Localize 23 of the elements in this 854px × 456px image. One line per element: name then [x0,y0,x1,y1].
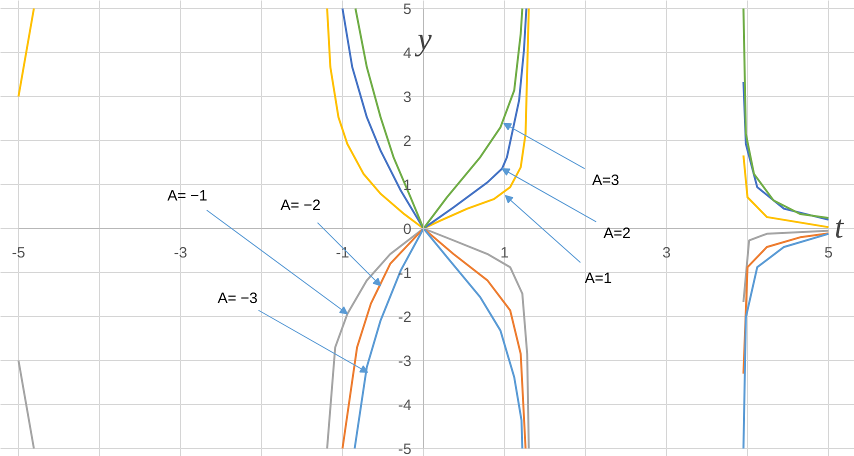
x-tick-label: -1 [336,244,350,262]
y-tick-label: 5 [403,1,412,18]
x-axis-title: t [834,208,844,244]
annotation: A=2 [604,225,631,242]
annotation: A= −2 [280,197,321,214]
annotation: A= −3 [218,290,258,307]
y-tick-label: -5 [398,441,412,456]
x-tick-label: 1 [500,244,509,262]
y-tick-label: 4 [403,45,412,62]
annotation: A=3 [592,172,620,189]
y-axis-title: y [414,20,432,56]
y-tick-label: 0 [403,221,412,238]
annotation: A= −1 [167,187,208,204]
y-tick-label: -4 [398,397,412,414]
x-tick-label: -3 [174,244,188,262]
y-tick-label: -3 [398,353,412,370]
annotation: A=1 [584,270,612,287]
x-tick-label: -5 [12,244,26,262]
y-tick-label: 2 [403,133,412,150]
x-tick-label: 5 [824,244,833,262]
x-tick-label: 3 [662,244,671,262]
y-tick-label: 3 [403,89,412,106]
y-tick-label: -2 [398,309,412,326]
